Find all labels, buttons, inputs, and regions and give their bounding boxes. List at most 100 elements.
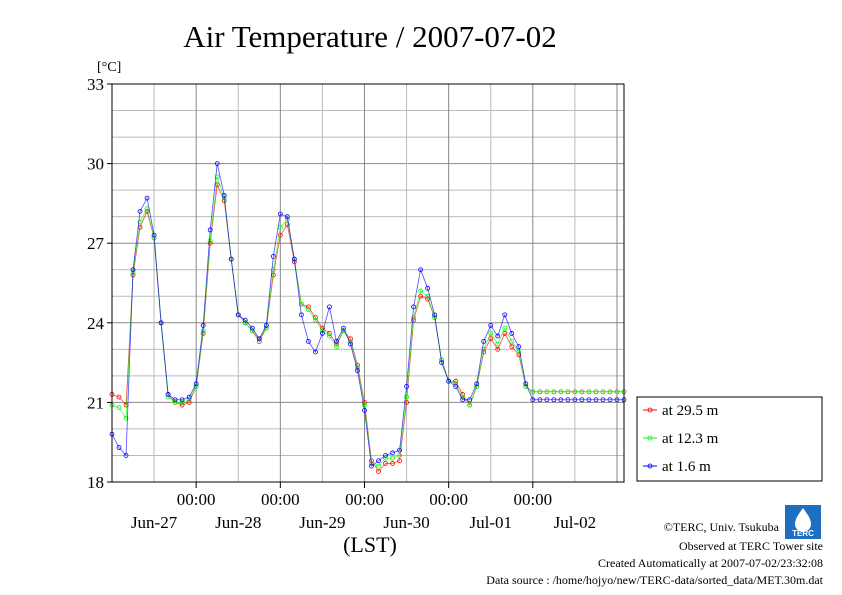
data-point [467,402,473,408]
data-point [327,304,332,310]
y-tick-label: 30 [87,155,104,174]
data-point [123,453,129,458]
data-point [362,402,367,408]
data-point [298,301,304,307]
data-point [432,312,438,318]
series-line [111,183,624,473]
data-point [172,399,178,405]
data-point [411,304,416,310]
data-point [383,455,388,461]
data-point [256,336,262,342]
x-day-label: Jun-30 [383,513,429,532]
data-point [186,399,192,405]
data-point [116,405,122,411]
logo-text: TERC [792,529,814,538]
x-tick-time-label: 00:00 [429,490,468,509]
data-point [607,389,613,395]
x-day-label: Jul-02 [554,513,597,532]
data-point [397,458,402,464]
data-point [376,458,381,464]
data-point [242,317,248,323]
data-point [530,389,536,395]
x-day-label: Jul-01 [469,513,512,532]
data-point [551,389,557,395]
data-point [362,407,367,413]
data-point [284,222,290,228]
y-axis-unit-label: [°C] [97,60,121,75]
series-2 [109,161,627,469]
data-point [495,341,501,347]
data-point [228,256,234,262]
data-point [397,447,402,453]
x-tick-time-label: 00:00 [345,490,384,509]
data-point [383,461,388,466]
data-point [453,381,459,387]
data-point [516,344,522,350]
series-0 [109,182,627,474]
data-point [165,394,171,400]
data-point [291,256,297,262]
data-point [411,315,416,320]
data-point [327,333,332,339]
legend-label: at 29.5 m [662,403,719,419]
data-point [151,232,157,238]
data-point [207,227,213,233]
data-point [593,397,599,403]
data-point [586,389,592,395]
series-line [111,176,624,467]
data-point [270,254,276,259]
x-day-label: Jun-29 [299,513,345,532]
data-point [404,384,409,389]
data-point [179,402,185,408]
data-point [390,461,395,466]
created-text: Created Automatically at 2007-07-02/23:3… [598,556,823,570]
data-source-text: Data source : /home/hojyo/new/TERC-data/… [486,573,823,587]
data-point [200,323,206,328]
data-point [502,325,508,331]
data-point [179,399,185,405]
data-point [418,293,424,299]
legend-marker [647,463,653,469]
data-point [495,333,501,339]
data-point [495,346,501,352]
data-point [600,389,606,395]
data-point [376,463,381,469]
data-point [404,394,409,400]
data-point [137,208,143,214]
series-1 [109,174,627,469]
data-point [158,320,164,326]
data-point [537,389,543,395]
data-point [614,389,620,395]
data-point [481,346,487,352]
data-point [348,341,353,347]
data-point [565,397,571,403]
y-tick-label: 24 [87,314,105,333]
data-point [530,397,536,403]
data-point [544,397,550,403]
data-point [390,450,395,456]
x-tick-time-label: 00:00 [261,490,300,509]
copyright-text: ©TERC, Univ. Tsukuba [664,520,780,534]
series-line [111,163,624,467]
data-point [277,232,283,238]
data-point [305,338,311,344]
data-point [453,384,459,389]
grid-lines [112,84,624,482]
data-point [558,389,564,395]
data-point [186,394,192,400]
legend-label: at 12.3 m [662,431,719,447]
credits: ©TERC, Univ. Tsukuba Observed at TERC To… [486,520,823,587]
x-tick-time-label: 00:00 [513,490,552,509]
data-point [558,397,564,403]
data-point [460,397,466,403]
data-point [369,463,374,469]
data-point [249,325,255,331]
data-point [270,267,276,273]
data-point [376,468,381,474]
data-point [172,397,178,403]
y-tick-label: 21 [87,393,104,412]
y-tick-label: 18 [87,473,104,492]
data-point [383,453,388,458]
data-point [439,360,445,366]
